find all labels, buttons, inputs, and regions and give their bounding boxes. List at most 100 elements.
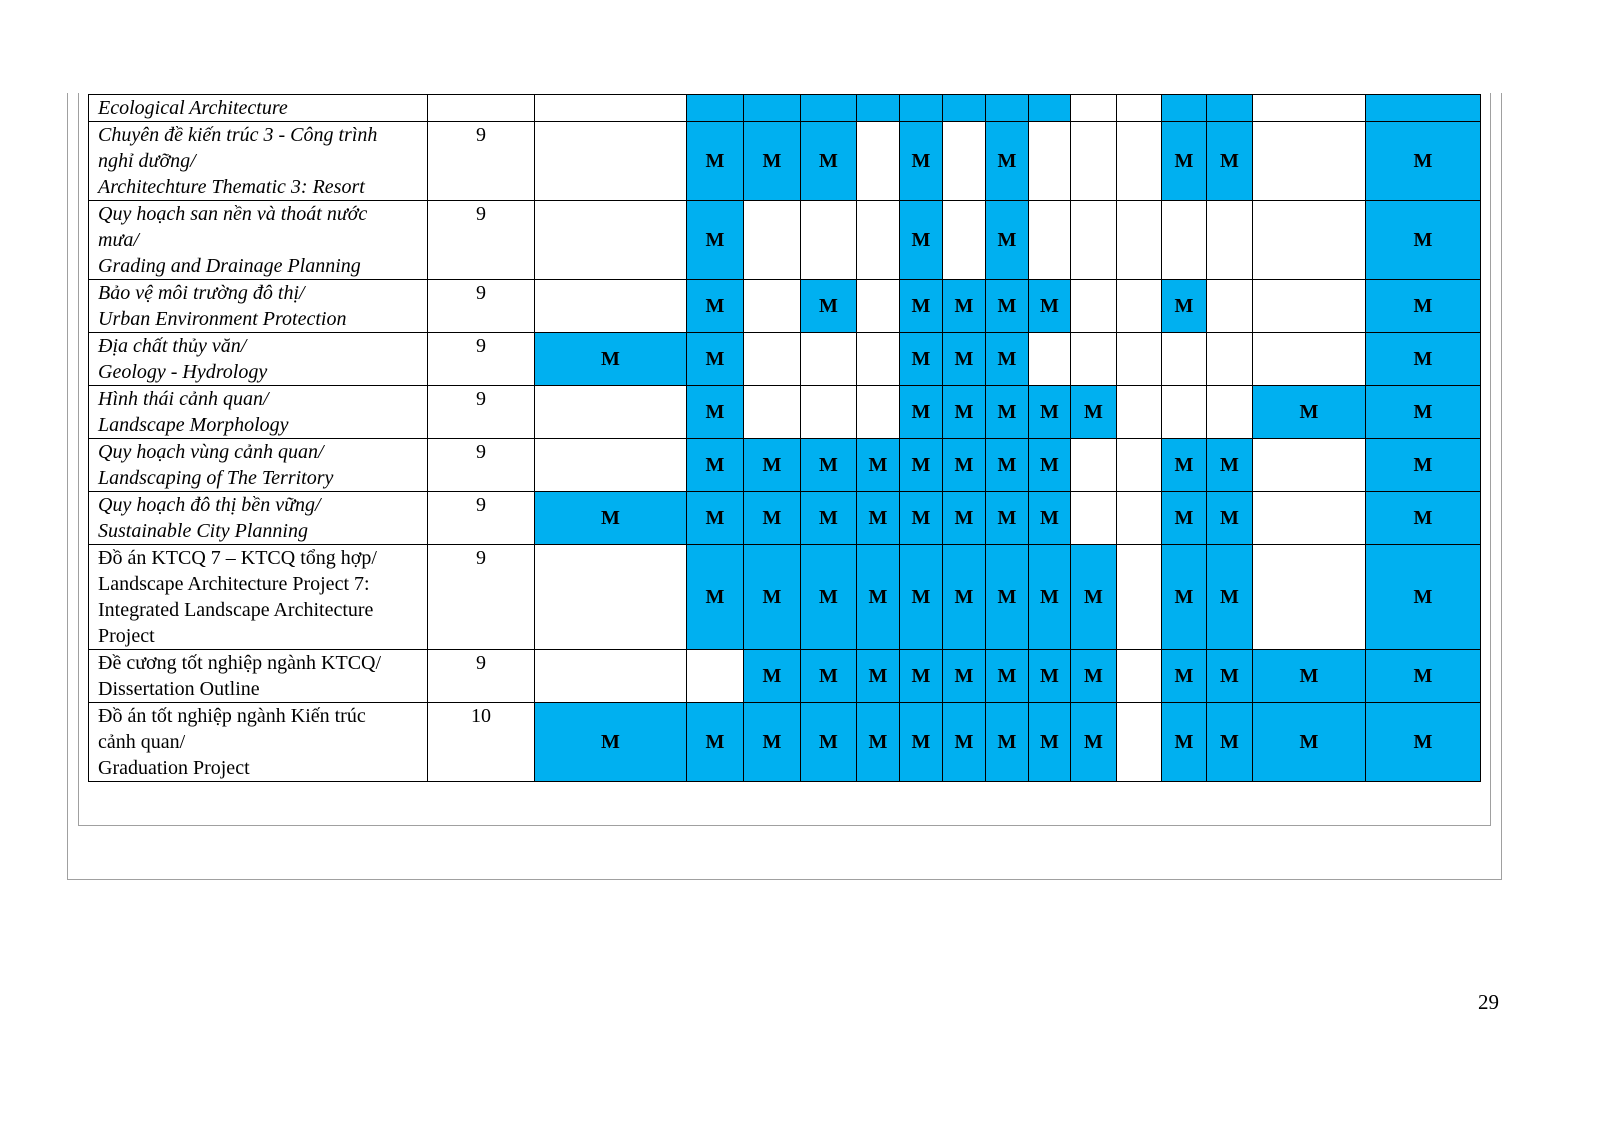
mark-m: M bbox=[1084, 401, 1103, 423]
outcome-cell: M bbox=[1028, 544, 1071, 650]
outcome-cell: M bbox=[1161, 649, 1207, 703]
outcome-cell bbox=[1116, 385, 1162, 439]
course-name-line: Đồ án KTCQ 7 – KTCQ tổng hợp/ bbox=[98, 547, 377, 569]
outcome-cell bbox=[800, 385, 857, 439]
outcome-cell: M bbox=[1070, 544, 1117, 650]
outcome-cell bbox=[743, 94, 801, 122]
outcome-cell bbox=[743, 200, 801, 280]
mark-m: M bbox=[954, 586, 974, 608]
mark-m: M bbox=[819, 731, 838, 753]
outcome-cell bbox=[1252, 121, 1366, 201]
outcome-cell bbox=[1252, 438, 1366, 492]
course-name-line: cảnh quan/ bbox=[98, 731, 186, 753]
course-name-line: Bảo vệ môi trường đô thị/ bbox=[98, 282, 305, 304]
outcome-cell: M bbox=[1028, 491, 1071, 545]
course-name-line: Dissertation Outline bbox=[98, 678, 260, 700]
outcome-cell: M bbox=[1206, 544, 1253, 650]
outcome-cell: M bbox=[1070, 702, 1117, 782]
mark-m: M bbox=[911, 401, 931, 423]
outcome-cell bbox=[856, 385, 900, 439]
outcome-cell: M bbox=[899, 649, 943, 703]
course-name-line: Landscape Morphology bbox=[98, 414, 289, 436]
semester-cell bbox=[427, 94, 535, 122]
outcome-cell bbox=[1252, 94, 1366, 122]
mark-m: M bbox=[1413, 665, 1433, 687]
course-name: Quy hoạch đô thị bền vững/Sustainable Ci… bbox=[88, 491, 428, 545]
outcome-cell bbox=[686, 649, 744, 703]
outcome-cell bbox=[856, 94, 900, 122]
outcome-cell: M bbox=[1365, 200, 1481, 280]
mark-m: M bbox=[954, 348, 974, 370]
mark-m: M bbox=[1220, 665, 1239, 687]
mark-m: M bbox=[997, 229, 1017, 251]
outcome-cell: M bbox=[856, 491, 900, 545]
outcome-cell: M bbox=[686, 121, 744, 201]
outcome-cell bbox=[1070, 200, 1117, 280]
outcome-cell: M bbox=[743, 438, 801, 492]
outcome-cell bbox=[1252, 279, 1366, 333]
outcome-cell bbox=[1161, 385, 1207, 439]
mark-m: M bbox=[1413, 731, 1433, 753]
outcome-cell: M bbox=[1252, 702, 1366, 782]
mark-m: M bbox=[1084, 731, 1103, 753]
outcome-cell bbox=[1206, 200, 1253, 280]
course-name-line: Integrated Landscape Architecture bbox=[98, 599, 374, 621]
mark-m: M bbox=[868, 586, 888, 608]
mark-m: M bbox=[1174, 731, 1194, 753]
outcome-cell: M bbox=[985, 438, 1029, 492]
mark-m: M bbox=[1413, 150, 1433, 172]
course-name-line: Sustainable City Planning bbox=[98, 520, 308, 542]
outcome-cell: M bbox=[686, 385, 744, 439]
table-row: Chuyên đề kiến trúc 3 - Công trình nghỉ d… bbox=[88, 121, 1481, 201]
course-name: Đề cương tốt nghiệp ngành KTCQ/Dissertat… bbox=[88, 649, 428, 703]
table-row: Quy hoạch đô thị bền vững/Sustainable Ci… bbox=[88, 491, 1481, 545]
outcome-cell bbox=[1161, 200, 1207, 280]
outcome-cell: M bbox=[985, 702, 1029, 782]
course-name: Chuyên đề kiến trúc 3 - Công trình nghỉ d… bbox=[88, 121, 428, 201]
mark-m: M bbox=[1220, 150, 1239, 172]
outcome-cell bbox=[1161, 94, 1207, 122]
outcome-cell: M bbox=[1365, 649, 1481, 703]
course-name: Quy hoạch vùng cảnh quan/Landscaping of … bbox=[88, 438, 428, 492]
mark-m: M bbox=[705, 401, 725, 423]
mark-m: M bbox=[601, 348, 620, 370]
mark-m: M bbox=[1084, 665, 1103, 687]
outcome-cell bbox=[1070, 279, 1117, 333]
outcome-cell: M bbox=[856, 649, 900, 703]
mark-m: M bbox=[705, 295, 725, 317]
outcome-cell: M bbox=[1161, 491, 1207, 545]
outcome-cell: M bbox=[534, 702, 687, 782]
course-name-line: Landscaping of The Territory bbox=[98, 467, 334, 489]
outcome-cell: M bbox=[985, 385, 1029, 439]
course-name-line: Urban Environment Protection bbox=[98, 308, 347, 330]
mark-m: M bbox=[1413, 401, 1433, 423]
outcome-cell bbox=[1116, 649, 1162, 703]
mark-m: M bbox=[1413, 454, 1433, 476]
course-name: Đồ án tốt nghiệp ngành Kiến trúc cảnh qua… bbox=[88, 702, 428, 782]
course-name: Đồ án KTCQ 7 – KTCQ tổng hợp/Landscape A… bbox=[88, 544, 428, 650]
outcome-cell: M bbox=[743, 649, 801, 703]
mark-m: M bbox=[1299, 401, 1319, 423]
mark-m: M bbox=[1220, 731, 1239, 753]
mark-m: M bbox=[819, 507, 838, 529]
outcome-cell: M bbox=[800, 279, 857, 333]
outcome-cell: M bbox=[1206, 702, 1253, 782]
outcome-cell bbox=[1070, 332, 1117, 386]
outcome-cell: M bbox=[1206, 121, 1253, 201]
course-name: Quy hoạch san nền và thoát nước mưa/Gradi… bbox=[88, 200, 428, 280]
mark-m: M bbox=[705, 348, 725, 370]
semester-cell: 9 bbox=[427, 385, 535, 439]
mark-m: M bbox=[1040, 665, 1059, 687]
mark-m: M bbox=[819, 665, 838, 687]
course-name-line: Đề cương tốt nghiệp ngành KTCQ/ bbox=[98, 652, 382, 674]
outcome-cell: M bbox=[1365, 279, 1481, 333]
mark-m: M bbox=[1220, 507, 1239, 529]
mark-m: M bbox=[1084, 586, 1103, 608]
outcome-cell bbox=[534, 544, 687, 650]
outcome-cell: M bbox=[942, 332, 986, 386]
course-name-line: Architechture Thematic 3: Resort bbox=[98, 176, 365, 198]
outcome-cell bbox=[899, 94, 943, 122]
outcome-cell: M bbox=[899, 544, 943, 650]
outcome-cell: M bbox=[686, 279, 744, 333]
outcome-cell: M bbox=[1028, 438, 1071, 492]
